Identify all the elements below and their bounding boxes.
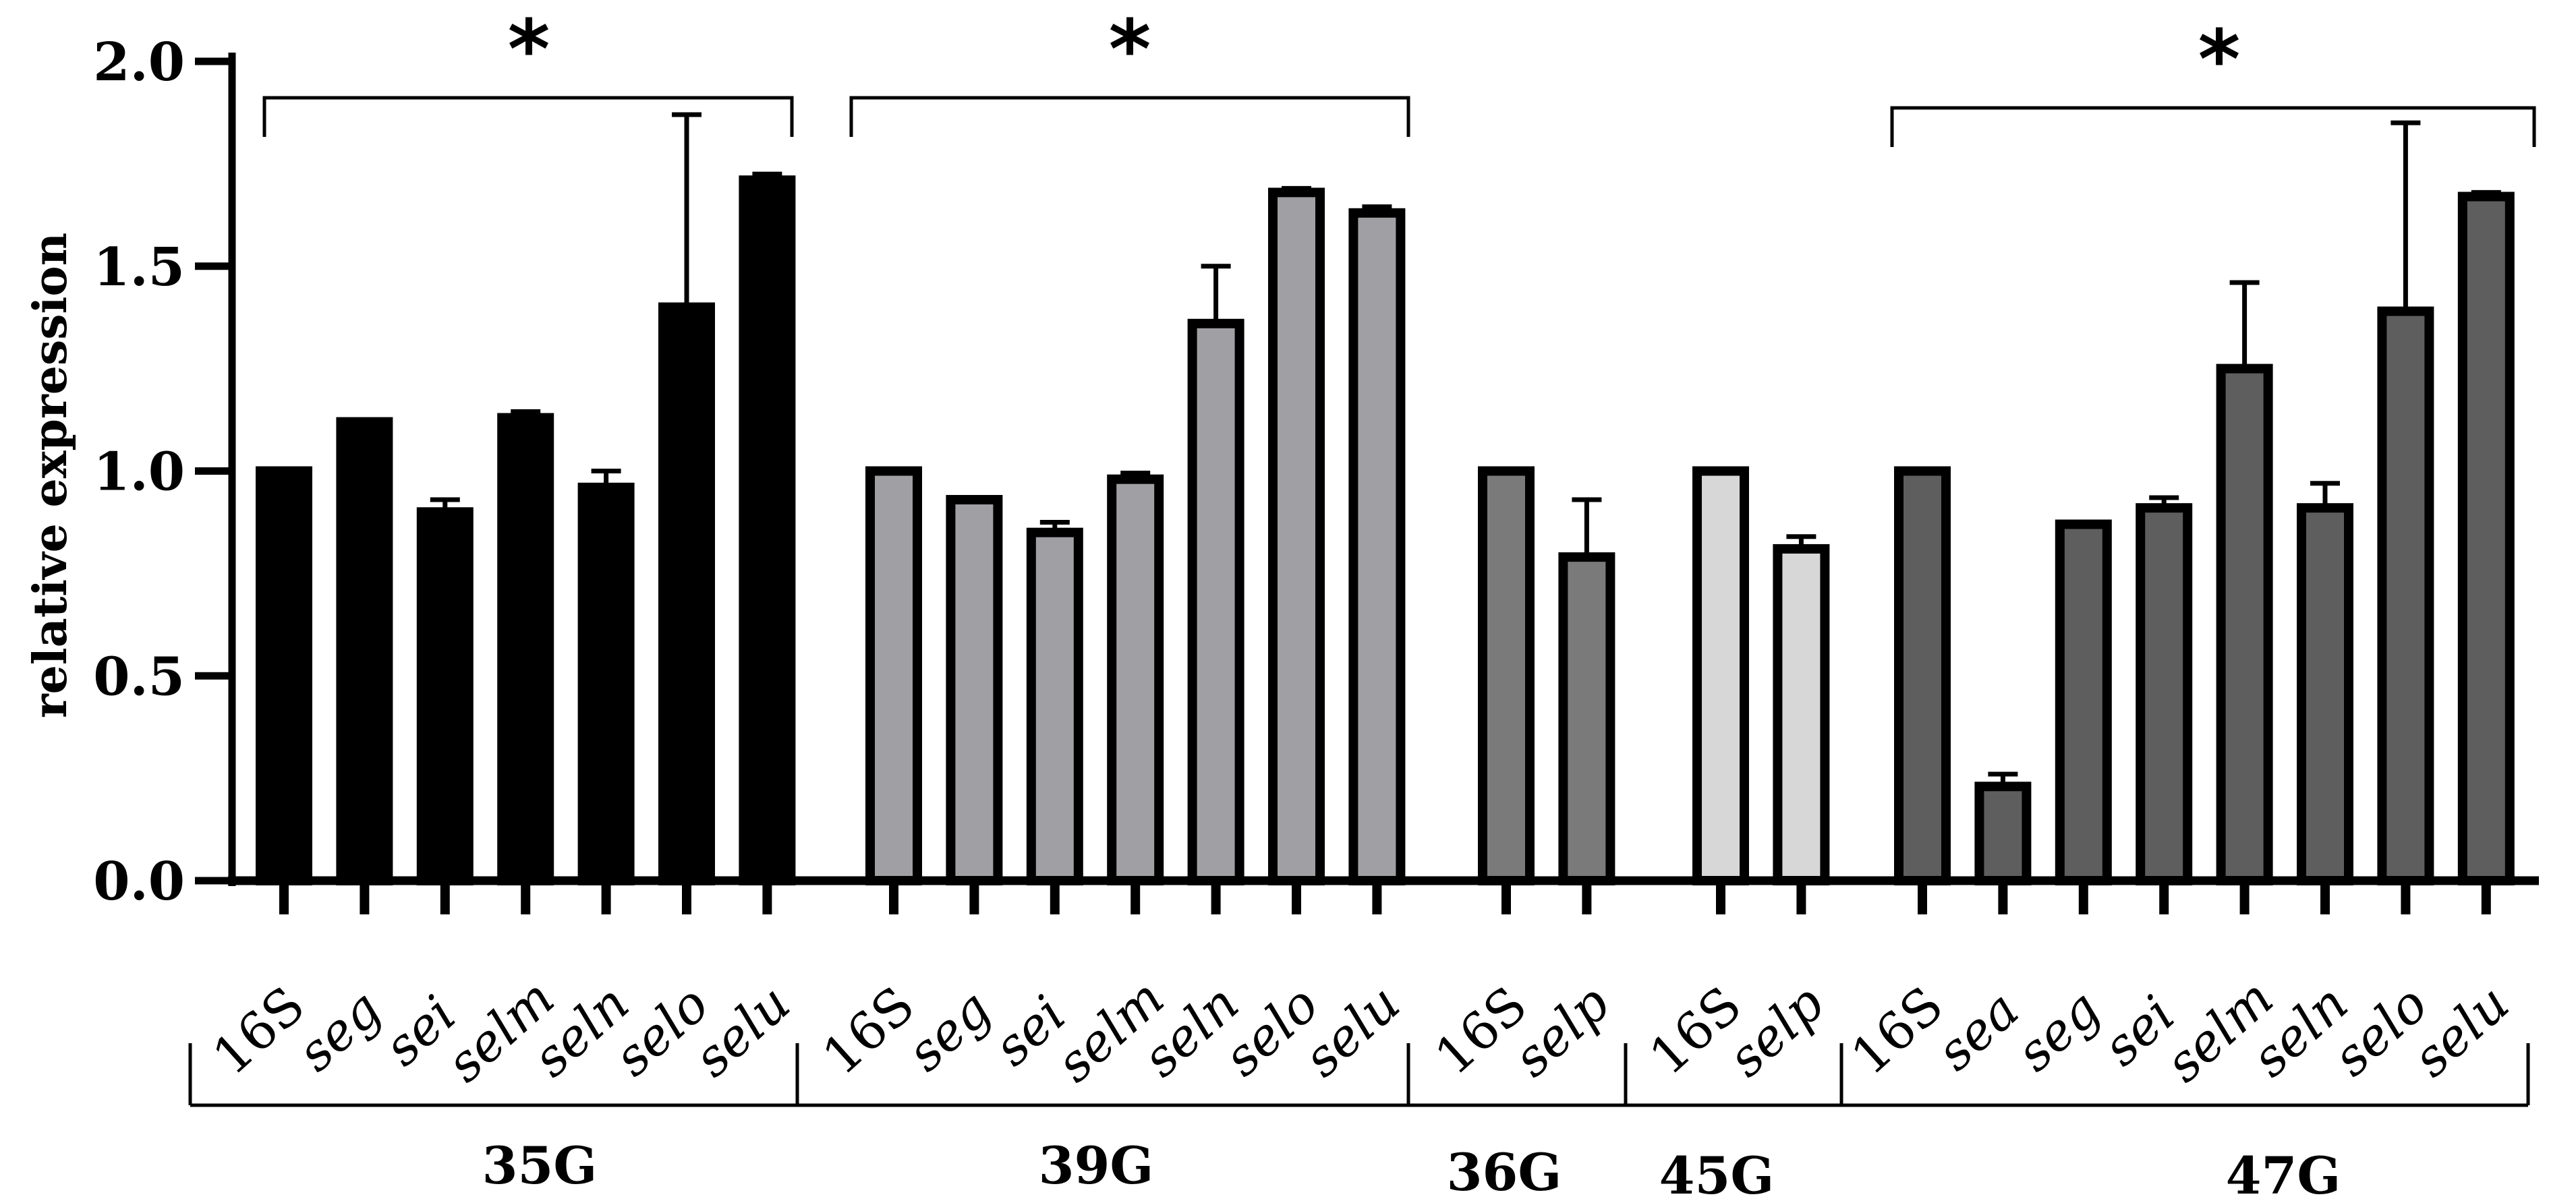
group-label: 36G (1447, 1142, 1562, 1202)
bar (1974, 782, 2032, 886)
bar (2297, 503, 2353, 885)
bar (1478, 466, 1535, 885)
y-axis-title: relative expression (24, 233, 78, 718)
significance-star: * (2198, 13, 2241, 107)
y-tick-label: 1.0 (93, 442, 185, 503)
gene-label: selp (1717, 973, 1835, 1088)
bar (1692, 466, 1749, 885)
bar (1558, 552, 1615, 885)
group-label: 47G (2226, 1146, 2341, 1203)
bar (1773, 544, 1830, 885)
bar (865, 466, 922, 885)
bar (2457, 192, 2515, 886)
bar (1268, 187, 1325, 885)
bar (946, 495, 1003, 885)
bar (2055, 519, 2112, 885)
bar (1348, 208, 1406, 885)
bar (658, 302, 715, 885)
bar (1107, 474, 1164, 885)
y-tick-label: 1.5 (93, 237, 185, 298)
gene-label: selu (682, 973, 801, 1088)
bar (2136, 503, 2193, 885)
group-label: 45G (1659, 1146, 1775, 1203)
significance-bracket (262, 96, 794, 137)
y-tick-label: 0.0 (93, 851, 185, 912)
bar (256, 466, 312, 885)
bar (416, 507, 474, 885)
bar (577, 482, 635, 885)
bar (1894, 466, 1951, 885)
significance-bracket (849, 96, 1410, 137)
significance-bracket (1890, 106, 2536, 147)
y-tick-label: 0.5 (93, 646, 185, 707)
significance-star: * (508, 3, 550, 97)
gene-label: selu (1292, 973, 1410, 1088)
bar (497, 413, 554, 885)
bar (1026, 527, 1083, 885)
gene-label: selp (1502, 973, 1621, 1088)
group-label: 35G (482, 1136, 598, 1196)
significance-star: * (1109, 3, 1151, 97)
bar (739, 175, 796, 885)
gene-label: selu (2401, 973, 2520, 1088)
y-tick-label: 2.0 (93, 32, 185, 93)
bar (2216, 363, 2273, 885)
group-label: 39G (1039, 1136, 1154, 1196)
bar (2377, 306, 2434, 885)
bar (336, 417, 393, 885)
bar (1187, 318, 1244, 885)
